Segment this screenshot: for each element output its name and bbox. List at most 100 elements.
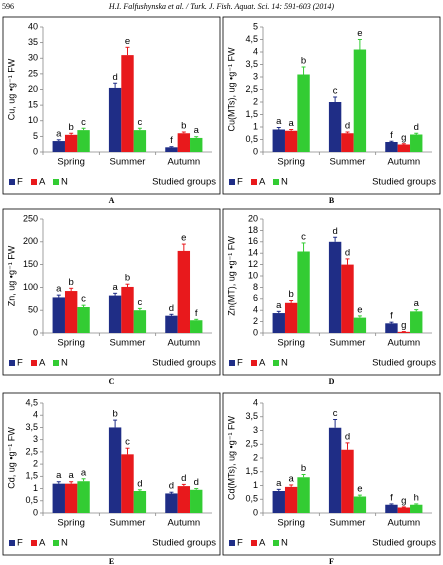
- legend-label: N: [281, 538, 288, 549]
- bar: [297, 477, 310, 513]
- page-number: 596: [2, 2, 14, 11]
- x-axis-label: Studied groups: [372, 177, 436, 188]
- legend-swatch: [31, 179, 37, 185]
- y-tick-label: 10: [248, 270, 258, 280]
- bar: [341, 264, 354, 333]
- y-tick-label: 2: [253, 452, 258, 462]
- y-tick-label: 18: [248, 225, 258, 235]
- y-tick-label: 20: [248, 213, 258, 223]
- significance-letter: a: [276, 300, 282, 311]
- x-tick-label: Autumn: [387, 518, 420, 529]
- significance-letter: c: [138, 117, 143, 128]
- legend-label: F: [17, 177, 23, 188]
- panel-frame: [222, 16, 441, 195]
- significance-letter: d: [332, 226, 337, 237]
- bar: [353, 317, 367, 333]
- y-tick-label: 40: [28, 21, 38, 31]
- y-tick-label: 15: [28, 100, 38, 110]
- bar: [385, 323, 398, 333]
- x-tick-label: Autumn: [167, 157, 200, 168]
- bar: [77, 130, 90, 152]
- y-tick-label: 3: [33, 434, 38, 444]
- significance-letter: a: [56, 128, 62, 139]
- x-tick-label: Spring: [277, 157, 304, 168]
- panel-caption: E: [109, 557, 114, 565]
- x-tick-label: Summer: [110, 338, 146, 349]
- y-tick-label: 4: [253, 46, 258, 56]
- y-tick-label: 1: [253, 480, 258, 490]
- significance-letter: b: [69, 277, 74, 288]
- legend-label: F: [17, 358, 23, 369]
- significance-letter: b: [181, 121, 186, 132]
- significance-letter: b: [301, 56, 306, 67]
- y-axis-label: Cd(MTs), ug •g⁻¹ FW: [226, 416, 236, 500]
- panel-caption: A: [109, 196, 115, 205]
- y-axis-label: Cd, ug •g⁻¹ FW: [6, 427, 16, 489]
- y-tick-label: 2: [253, 316, 258, 326]
- legend-swatch: [273, 179, 279, 185]
- y-tick-label: 3: [253, 71, 258, 81]
- significance-letter: f: [390, 130, 393, 141]
- x-tick-label: Spring: [277, 338, 304, 349]
- panel-frame: [222, 392, 441, 556]
- x-tick-label: Spring: [57, 157, 84, 168]
- y-axis-label: Zn(MT), ug •g⁻¹ FW: [226, 236, 236, 316]
- bar: [297, 251, 310, 333]
- y-tick-label: 0,5: [245, 134, 258, 144]
- x-tick-label: Spring: [277, 518, 304, 529]
- y-tick-label: 14: [248, 248, 258, 258]
- bar: [385, 504, 398, 513]
- bar: [177, 250, 191, 333]
- bar: [121, 286, 134, 333]
- legend-swatch: [251, 179, 257, 185]
- bar: [410, 134, 423, 152]
- y-tick-label: 200: [23, 236, 38, 246]
- x-tick-label: Summer: [330, 338, 366, 349]
- significance-letter: g: [401, 320, 406, 331]
- bar: [165, 147, 178, 152]
- significance-letter: d: [345, 431, 350, 442]
- bar: [328, 241, 342, 333]
- significance-letter: a: [289, 118, 295, 129]
- panel-caption: B: [329, 196, 335, 205]
- y-axis-label: Cu, ug •g⁻¹ FW: [6, 58, 16, 120]
- y-tick-label: 250: [23, 213, 38, 223]
- legend-label: A: [39, 177, 46, 188]
- y-tick-label: 6: [253, 293, 258, 303]
- y-tick-label: 25: [28, 68, 38, 78]
- bar: [64, 483, 78, 513]
- significance-letter: d: [169, 481, 174, 492]
- legend-label: A: [39, 358, 46, 369]
- bar: [121, 454, 134, 513]
- y-tick-label: 0: [33, 146, 38, 156]
- significance-letter: d: [181, 473, 186, 484]
- legend-swatch: [251, 540, 257, 546]
- panel-caption: C: [109, 377, 115, 386]
- y-tick-label: 2,5: [245, 439, 258, 449]
- significance-letter: d: [169, 303, 174, 314]
- y-tick-label: 3: [253, 425, 258, 435]
- legend-swatch: [9, 540, 15, 546]
- bar: [177, 133, 191, 152]
- significance-letter: a: [276, 116, 282, 127]
- y-tick-label: 3,5: [245, 411, 258, 421]
- x-tick-label: Spring: [57, 518, 84, 529]
- page-header: 596 H.I. Falfushynska et al. / Turk. J. …: [0, 0, 443, 14]
- y-tick-label: 0: [33, 327, 38, 337]
- significance-letter: c: [333, 86, 338, 97]
- y-tick-label: 4,5: [25, 397, 38, 407]
- significance-letter: a: [81, 467, 87, 478]
- bar: [121, 55, 134, 152]
- x-axis-label: Studied groups: [372, 358, 436, 369]
- y-tick-label: 2,5: [25, 446, 38, 456]
- significance-letter: c: [81, 294, 86, 305]
- y-tick-label: 5: [253, 21, 258, 31]
- significance-letter: b: [125, 273, 130, 284]
- significance-letter: g: [401, 132, 406, 143]
- legend-swatch: [251, 360, 257, 366]
- bar: [190, 489, 203, 513]
- significance-letter: f: [170, 135, 173, 146]
- bar: [272, 491, 285, 513]
- significance-letter: c: [138, 297, 143, 308]
